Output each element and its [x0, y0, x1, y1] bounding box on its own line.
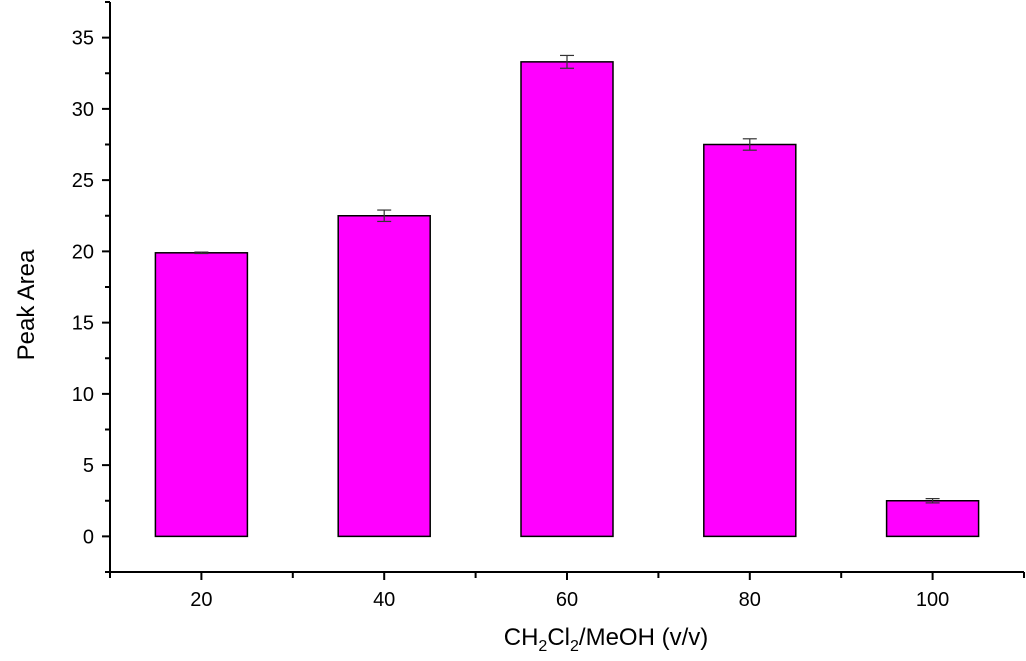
y-tick-label: 20 — [72, 241, 94, 263]
y-tick-label: 10 — [72, 384, 94, 406]
bar-60 — [520, 61, 614, 538]
bar-100 — [885, 500, 980, 538]
x-axis-title-cl: Cl — [547, 624, 570, 651]
x-axis-title-sub-2: 2 — [570, 638, 579, 655]
error-bar-40 — [377, 209, 392, 223]
bar-20 — [154, 252, 249, 538]
x-tick-label: 80 — [739, 589, 761, 611]
error-bar-100 — [925, 498, 940, 504]
y-tick-label: 0 — [83, 526, 94, 548]
y-ticks-group: 0 5 10 15 20 25 30 35 — [72, 1, 110, 573]
y-tick-label: 15 — [72, 313, 94, 335]
error-bar-20 — [194, 251, 209, 255]
x-tick-label: 40 — [373, 589, 395, 611]
bars-group — [154, 61, 980, 538]
y-axis-title: Peak Area — [13, 249, 40, 360]
error-bars-group — [194, 54, 940, 504]
y-tick-label: 25 — [72, 170, 94, 192]
x-tick-label: 20 — [190, 589, 212, 611]
y-tick-label: 30 — [72, 99, 94, 121]
x-axis-title: CH2Cl2/MeOH (v/v) — [504, 624, 708, 655]
x-tick-label: 60 — [556, 589, 578, 611]
y-tick-label: 5 — [83, 455, 94, 477]
x-tick-label: 100 — [916, 589, 949, 611]
x-axis-title-ch: CH — [504, 624, 539, 651]
bar-40 — [337, 215, 431, 538]
error-bar-80 — [742, 138, 757, 151]
error-bar-60 — [560, 54, 574, 69]
bar-80 — [703, 143, 797, 538]
x-axis-title-sub-1: 2 — [538, 638, 547, 655]
x-ticks-group: 20 40 60 80 100 — [109, 572, 1025, 611]
x-axis-title-rest: /MeOH (v/v) — [579, 624, 708, 651]
y-tick-label: 35 — [72, 28, 94, 50]
